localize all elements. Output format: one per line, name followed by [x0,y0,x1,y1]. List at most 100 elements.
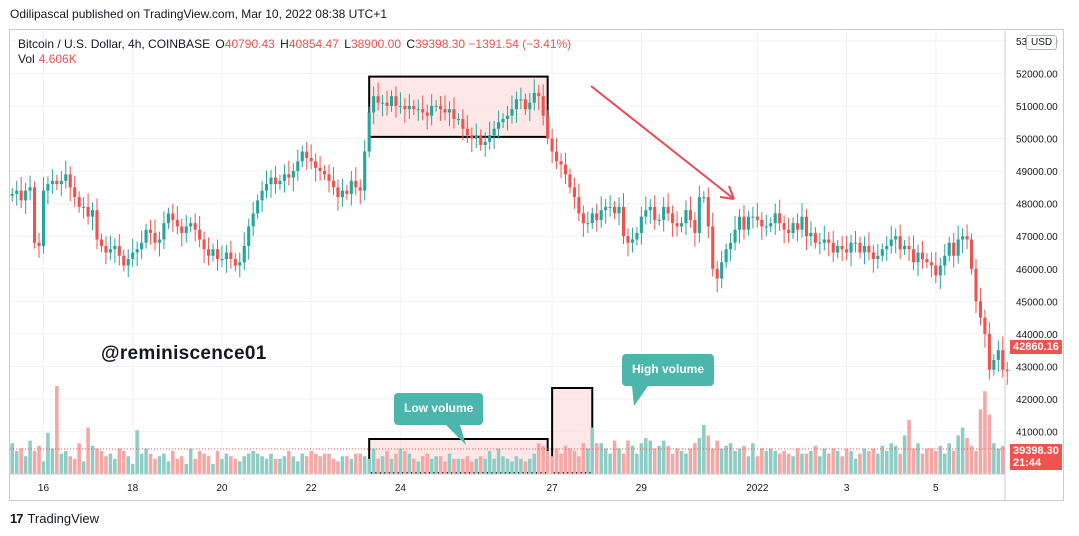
candle-body [929,262,933,266]
volume-bar [902,435,907,474]
candle-body [278,180,282,185]
attribution-text: Odilipascal published on TradingView.com… [10,7,387,21]
tradingview-logo[interactable]: 17 TradingView [10,511,99,526]
candle-body [920,252,925,260]
volume-bar [211,464,215,474]
volume-bar [358,453,363,474]
volume-bar [635,453,639,474]
candle-body [943,255,947,266]
volume-bar [862,448,867,474]
currency-button[interactable]: USD [1026,35,1058,50]
candle-body [117,245,121,256]
volume-bar [661,440,666,474]
candle-body [443,109,447,113]
candle-body [166,213,170,224]
candle-body [233,259,237,266]
candle-body [845,249,849,253]
time-axis-tick-label: 22 [306,483,318,494]
candle-body [894,236,898,240]
volume-bar [376,458,380,474]
candle-body [501,118,505,123]
candle-body [595,213,599,220]
volume-bar [304,456,309,474]
volume-bar [153,458,157,474]
candle-body [755,216,759,220]
volume-bar [19,448,23,474]
volume-bar [867,451,871,474]
candle-body [559,161,563,165]
volume-bar [322,453,327,474]
volume-bar [545,451,550,474]
volume-bar [117,448,122,474]
candle-body [903,245,907,250]
candle-body [787,229,791,233]
candle-body [729,242,733,250]
price-axis-tick-label: 49000.00 [1016,167,1058,178]
candle-body [617,206,621,214]
volume-bar [496,448,501,474]
candle-body [853,242,858,244]
symbol-legend: Bitcoin / U.S. Dollar, 4h, COINBASE O407… [18,36,571,52]
volume-bar [693,443,697,474]
candle-body [880,249,884,256]
candle-body [171,213,175,220]
volume-bar [461,458,465,474]
volume-bar [336,461,340,474]
volume-bar [800,453,804,474]
candle-body [800,216,804,230]
time-axis-tick-label: 27 [547,483,559,494]
candle-body [956,239,960,256]
candle-body [456,118,460,120]
volume-bar [108,453,113,474]
volume-bar [246,453,251,474]
volume-bar [630,445,635,474]
trend-arrow-head [719,185,735,200]
candle-body [983,317,987,334]
candle-body [99,239,104,246]
candle-body [242,245,246,263]
volume-bar [362,456,367,474]
volume-bar [162,453,166,474]
volume-bar [599,443,603,474]
volume-bar [282,456,287,474]
last-price-tag: 42860.16 [1010,340,1062,354]
volume-bar [942,453,947,474]
price-axis-tick-label: 48000.00 [1016,200,1058,211]
current-price-value: 39398.30 [1013,445,1059,457]
candle-body [465,128,469,136]
volume-bar [224,453,229,474]
price-axis-tick-label: 52000.00 [1016,69,1058,80]
candle-body [648,206,652,211]
candle-body [737,216,742,230]
price-axis-tick-label: 51000.00 [1016,102,1058,113]
candle-body [340,190,344,198]
candle-body [510,109,514,116]
candle-body [126,259,130,266]
volume-bar [367,458,371,474]
volume-bar [492,458,496,474]
candle-body [662,206,666,220]
trend-arrow-line [590,85,735,200]
candle-body [675,223,679,227]
candle-body [733,229,737,243]
volume-bar [809,451,813,474]
candle-body [46,184,50,191]
volume-legend: Vol 4.606K [18,52,77,66]
candle-body [760,219,764,227]
candles [10,79,1009,385]
candle-body [697,197,701,233]
low-label: L [344,37,351,51]
candle-body [831,242,835,253]
candle-body [113,245,117,250]
candle-body [398,105,402,107]
volume-bar [572,451,577,474]
volume-bar [478,456,483,474]
candle-body [764,226,768,228]
candle-body [86,206,90,217]
high-volume-callout-text: High volume [632,362,705,376]
candle-body [911,249,916,263]
open-label: O [215,37,225,51]
candle-body [323,171,327,175]
volume-bar [251,451,255,474]
